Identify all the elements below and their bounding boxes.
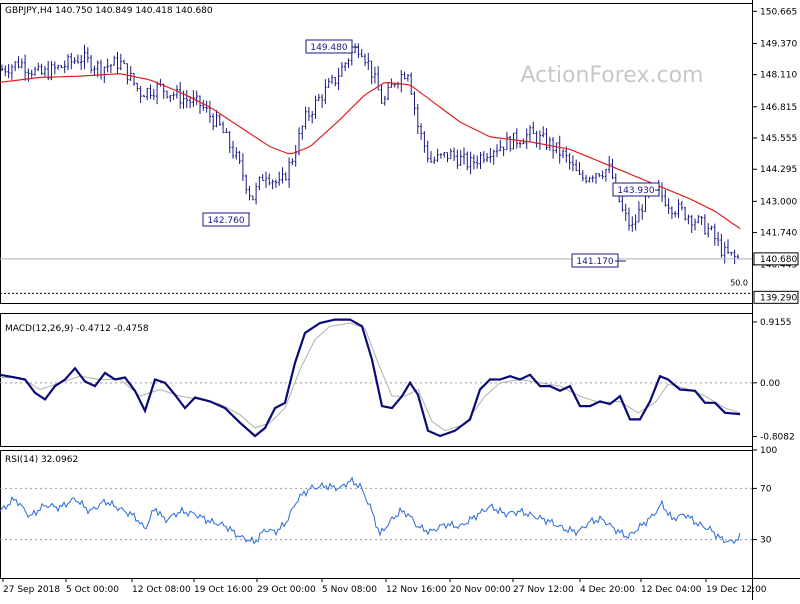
macd-signal-line [0, 322, 741, 432]
x-tick-label-3: 19 Oct 16:00 [194, 585, 253, 595]
price-header: GBPJPY,H4 140.750 140.849 140.418 140.68… [5, 6, 213, 16]
price-annotation-box-1 [202, 212, 250, 227]
x-tick-label-0: 27 Sep 2018 [3, 585, 60, 595]
x-tick-label-7: 20 Nov 00:00 [450, 585, 511, 595]
macd-tick-label-2: -0.8082 [760, 433, 795, 443]
rsi-panel-frame [0, 450, 753, 579]
price-tick-label-1: 149.370 [760, 39, 797, 49]
x-tick-label-2: 12 Oct 08:00 [132, 585, 191, 595]
price-annotation-label-3: 141.170 [576, 257, 613, 267]
rsi-tick-label-0: 100 [760, 446, 777, 456]
x-tick-label-4: 29 Oct 00:00 [257, 585, 316, 595]
frames [0, 3, 753, 579]
rsi-tick-label-1: 70 [760, 484, 772, 494]
rsi-header: RSI(14) 32.0962 [5, 455, 78, 465]
current-price-box [753, 252, 799, 266]
macd-tick-label-1: 0.00 [760, 379, 780, 389]
rsi-line [0, 476, 741, 545]
fib-value-box [753, 290, 799, 304]
price-annotation-label-2: 143.930 [617, 186, 654, 196]
rsi-tick-label-2: 30 [760, 536, 772, 546]
x-tick-label-10: 12 Dec 04:00 [641, 585, 702, 595]
fib-value-label: 139.290 [760, 293, 797, 303]
price-tick-label-8: 140.445 [760, 261, 797, 271]
fib-50-label: 50.0 [730, 278, 748, 287]
price-tick-label-7: 141.740 [760, 229, 797, 239]
price-tick-label-4: 145.555 [760, 134, 797, 144]
price-bars [0, 43, 740, 265]
price-tick-label-6: 143.000 [760, 197, 797, 207]
watermark: ActionForex.com [521, 63, 704, 88]
current-price-label: 140.680 [760, 255, 797, 265]
x-tick-label-6: 12 Nov 16:00 [386, 585, 447, 595]
x-tick-label-11: 19 Dec 12:00 [706, 585, 767, 595]
price-tick-label-3: 146.815 [760, 103, 797, 113]
price-annotation-label-0: 149.480 [310, 43, 347, 53]
price-tick-label-0: 150.665 [760, 7, 797, 17]
moving-average-line [0, 73, 741, 230]
x-tick-label-9: 4 Dec 20:00 [580, 585, 635, 595]
macd-line [0, 318, 741, 438]
macd-tick-label-0: 0.9155 [760, 318, 792, 328]
x-tick-label-8: 27 Nov 12:00 [513, 585, 574, 595]
price-tick-label-5: 144.295 [760, 165, 797, 175]
price-tick-label-2: 148.110 [760, 71, 797, 81]
macd-header: MACD(12,26,9) -0.4712 -0.4758 [5, 324, 149, 334]
x-tick-label-5: 5 Nov 08:00 [322, 585, 377, 595]
x-tick-label-1: 5 Oct 00:00 [66, 585, 119, 595]
price-annotation-label-1: 142.760 [207, 216, 244, 226]
